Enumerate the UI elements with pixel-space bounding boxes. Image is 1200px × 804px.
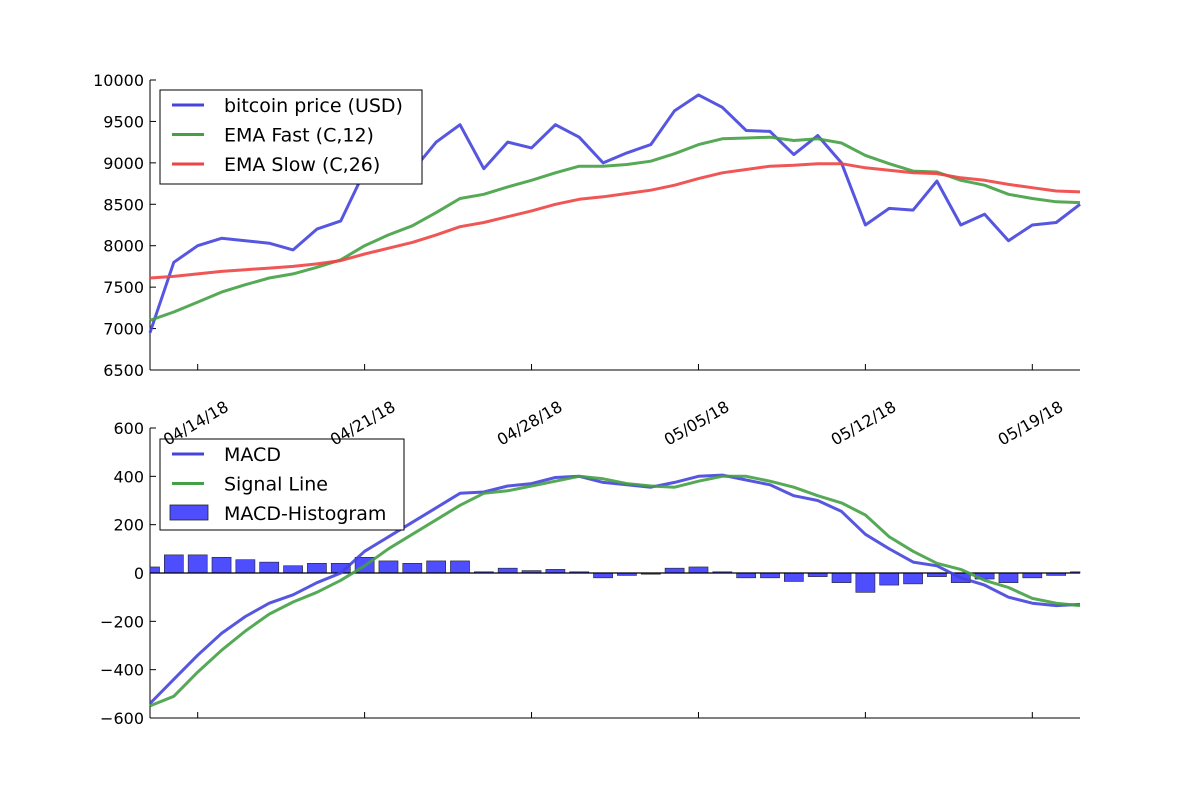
y-tick-label: 9000 bbox=[103, 154, 144, 173]
histogram-bar bbox=[688, 566, 709, 574]
histogram-bar bbox=[784, 572, 804, 582]
legend-label: Signal Line bbox=[224, 474, 328, 496]
histogram-bar bbox=[760, 572, 780, 579]
histogram-bar bbox=[235, 559, 256, 574]
legend-label: MACD-Histogram bbox=[224, 503, 386, 525]
x-tick-label: 04/28/18 bbox=[494, 397, 566, 449]
y-tick-label: 9500 bbox=[103, 112, 144, 131]
histogram-bar bbox=[307, 563, 327, 574]
y-tick-label: 8000 bbox=[103, 237, 144, 256]
histogram-bar bbox=[426, 560, 446, 574]
legend-label: EMA Slow (C,26) bbox=[224, 154, 380, 176]
y-tick-label: 600 bbox=[113, 419, 144, 438]
x-tick-label: 05/19/18 bbox=[995, 397, 1067, 449]
y-tick-label: 6500 bbox=[103, 361, 144, 380]
histogram-bar bbox=[497, 567, 518, 574]
histogram-bar bbox=[1022, 572, 1043, 579]
x-tick-label: 05/05/18 bbox=[661, 397, 733, 449]
histogram-bar bbox=[450, 560, 470, 574]
histogram-bar bbox=[903, 572, 923, 585]
series-line-ema-slow-c-26 bbox=[149, 162, 1081, 280]
legend-swatch bbox=[169, 504, 209, 521]
histogram-bar bbox=[736, 572, 756, 579]
histogram-bar bbox=[164, 554, 184, 574]
y-tick-label: −200 bbox=[100, 612, 144, 631]
histogram-bar bbox=[664, 567, 685, 574]
y-tick-label: 7000 bbox=[103, 320, 144, 339]
histogram-bar bbox=[187, 554, 208, 574]
histogram-bar bbox=[998, 572, 1019, 583]
series-line-bitcoin-price-usd bbox=[148, 93, 1081, 334]
histogram-bar bbox=[378, 560, 399, 574]
histogram-bar bbox=[879, 572, 900, 586]
y-tick-label: −400 bbox=[100, 661, 144, 680]
legend-label: bitcoin price (USD) bbox=[224, 95, 403, 117]
y-tick-label: 400 bbox=[113, 467, 144, 486]
histogram-bar bbox=[855, 572, 876, 593]
series-line-ema-fast-c-12 bbox=[149, 135, 1081, 322]
series-line-signal-line bbox=[149, 474, 1081, 708]
y-tick-label: 10000 bbox=[93, 71, 144, 90]
series-line-macd bbox=[148, 473, 1081, 705]
histogram-bar bbox=[149, 566, 160, 574]
y-tick-label: −600 bbox=[100, 709, 144, 728]
histogram-bar bbox=[593, 572, 613, 579]
x-tick-label: 05/12/18 bbox=[828, 397, 900, 449]
y-tick-label: 0 bbox=[134, 564, 144, 583]
y-tick-label: 7500 bbox=[103, 278, 144, 297]
legend-label: EMA Fast (C,12) bbox=[224, 125, 374, 147]
histogram-bar bbox=[211, 556, 232, 574]
y-tick-label: 200 bbox=[113, 516, 144, 535]
legend-label: MACD bbox=[224, 444, 281, 466]
histogram-bar bbox=[402, 563, 423, 574]
histogram-bar bbox=[283, 565, 303, 574]
y-tick-label: 8500 bbox=[103, 195, 144, 214]
histogram-bar bbox=[831, 572, 852, 583]
histogram-bar bbox=[259, 561, 280, 574]
